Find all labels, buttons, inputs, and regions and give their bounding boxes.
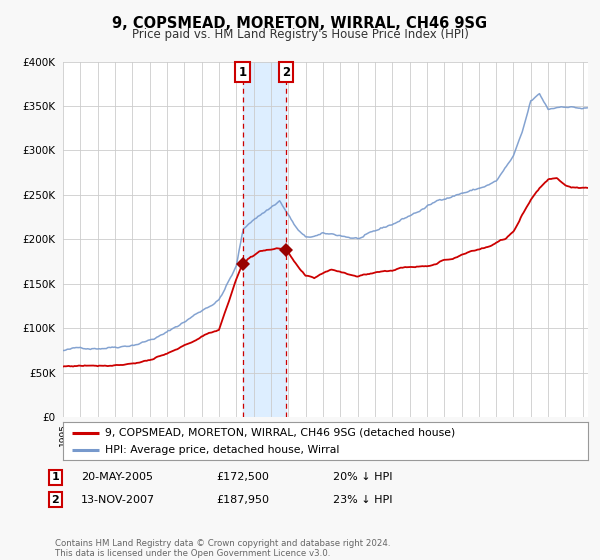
Text: £187,950: £187,950 [216, 494, 269, 505]
Text: 9, COPSMEAD, MORETON, WIRRAL, CH46 9SG (detached house): 9, COPSMEAD, MORETON, WIRRAL, CH46 9SG (… [105, 427, 455, 437]
Bar [243, 62, 286, 417]
Text: 20% ↓ HPI: 20% ↓ HPI [333, 472, 392, 482]
Text: HPI: Average price, detached house, Wirral: HPI: Average price, detached house, Wirr… [105, 445, 340, 455]
Text: Price paid vs. HM Land Registry's House Price Index (HPI): Price paid vs. HM Land Registry's House … [131, 28, 469, 41]
Text: 2: 2 [52, 494, 59, 505]
Text: 20-MAY-2005: 20-MAY-2005 [81, 472, 153, 482]
Text: 13-NOV-2007: 13-NOV-2007 [81, 494, 155, 505]
Text: 1: 1 [52, 472, 59, 482]
Text: Contains HM Land Registry data © Crown copyright and database right 2024.
This d: Contains HM Land Registry data © Crown c… [55, 539, 391, 558]
Text: 9, COPSMEAD, MORETON, WIRRAL, CH46 9SG: 9, COPSMEAD, MORETON, WIRRAL, CH46 9SG [112, 16, 488, 31]
Text: 2: 2 [282, 66, 290, 79]
Text: £172,500: £172,500 [216, 472, 269, 482]
Text: 23% ↓ HPI: 23% ↓ HPI [333, 494, 392, 505]
Text: 1: 1 [239, 66, 247, 79]
